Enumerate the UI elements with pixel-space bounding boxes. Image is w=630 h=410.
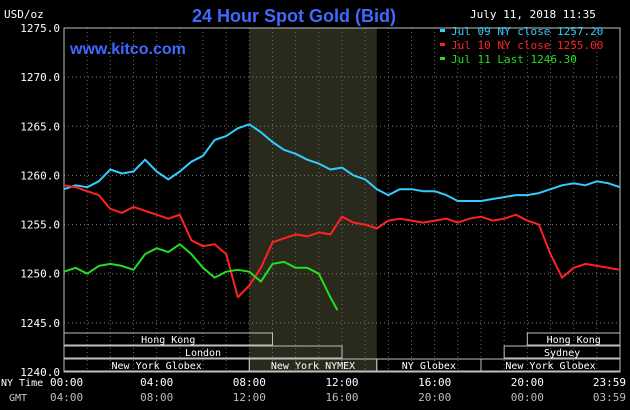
y-tick-label: 1265.0 [20, 120, 60, 133]
legend-item-jul11: Jul 11 Last 1246.30 [451, 53, 577, 66]
session-label: Hong Kong [547, 335, 601, 346]
session-bar [480, 358, 621, 372]
y-tick-label: 1270.0 [20, 71, 60, 84]
unit-label: USD/oz [4, 8, 44, 21]
y-tick-label: 1275.0 [20, 22, 60, 35]
date-time-label: July 11, 2018 11:35 [470, 8, 596, 21]
plot-frame [63, 27, 621, 373]
session-label: New York NYMEX [271, 361, 355, 372]
x-tick-label-gmt: 03:59 [593, 391, 626, 404]
x-tick-label-ny: 00:00 [50, 376, 83, 389]
x-tick-label-gmt: 00:00 [511, 391, 544, 404]
x-tick-label-gmt: 20:00 [418, 391, 451, 404]
y-tick-label: 1255.0 [20, 219, 60, 232]
chart-title: 24 Hour Spot Gold (Bid) [192, 6, 396, 26]
legend: Jul 09 NY close 1257.20 Jul 10 NY close … [440, 25, 603, 66]
x-tick-label-ny: 16:00 [418, 376, 451, 389]
session-bar [526, 332, 621, 346]
x-tick-label-ny: 20:00 [511, 376, 544, 389]
legend-item-jul09: Jul 09 NY close 1257.20 [451, 25, 603, 38]
site-watermark: www.kitco.com [69, 41, 186, 58]
session-bar [63, 345, 343, 359]
session-label: New York Globex [112, 361, 202, 372]
x-tick-label-ny: 04:00 [140, 376, 173, 389]
x-tick-label-gmt: 08:00 [140, 391, 173, 404]
legend-swatch-jul10 [440, 43, 445, 46]
session-label: London [185, 348, 221, 359]
x-tick-label-ny: 23:59 [593, 376, 626, 389]
x-tick-label-gmt: 16:00 [325, 391, 358, 404]
session-label: NY Globex [402, 361, 456, 372]
legend-swatch-jul09 [440, 29, 445, 32]
x-tick-label-gmt: 04:00 [50, 391, 83, 404]
session-bar [503, 345, 621, 359]
x-tick-label-ny: 12:00 [325, 376, 358, 389]
legend-item-jul10: Jul 10 NY close 1255.00 [451, 39, 603, 52]
x-tick-label-gmt: 12:00 [233, 391, 266, 404]
series-line-1 [63, 123, 621, 202]
y-tick-label: 1240.0 [20, 366, 60, 379]
session-label: Hong Kong [141, 335, 195, 346]
series-line-2 [63, 184, 621, 299]
session-label: Sydney [544, 348, 580, 359]
legend-swatch-jul11 [440, 57, 445, 60]
session-bar [63, 332, 273, 346]
ny-time-axis-label: NY Time [1, 378, 43, 389]
x-tick-label-ny: 08:00 [233, 376, 266, 389]
gmt-axis-label: GMT [9, 393, 27, 404]
y-tick-label: 1260.0 [20, 169, 60, 182]
plot-area: 1240.0 1245.0 1250.0 1255.0 1260.0 1265.0 1270… [20, 22, 626, 404]
y-tick-label: 1250.0 [20, 268, 60, 281]
session-label: New York Globex [505, 361, 595, 372]
y-tick-label: 1245.0 [20, 317, 60, 330]
nymex-highlight-band [249, 28, 377, 372]
series-line-3 [63, 243, 339, 311]
